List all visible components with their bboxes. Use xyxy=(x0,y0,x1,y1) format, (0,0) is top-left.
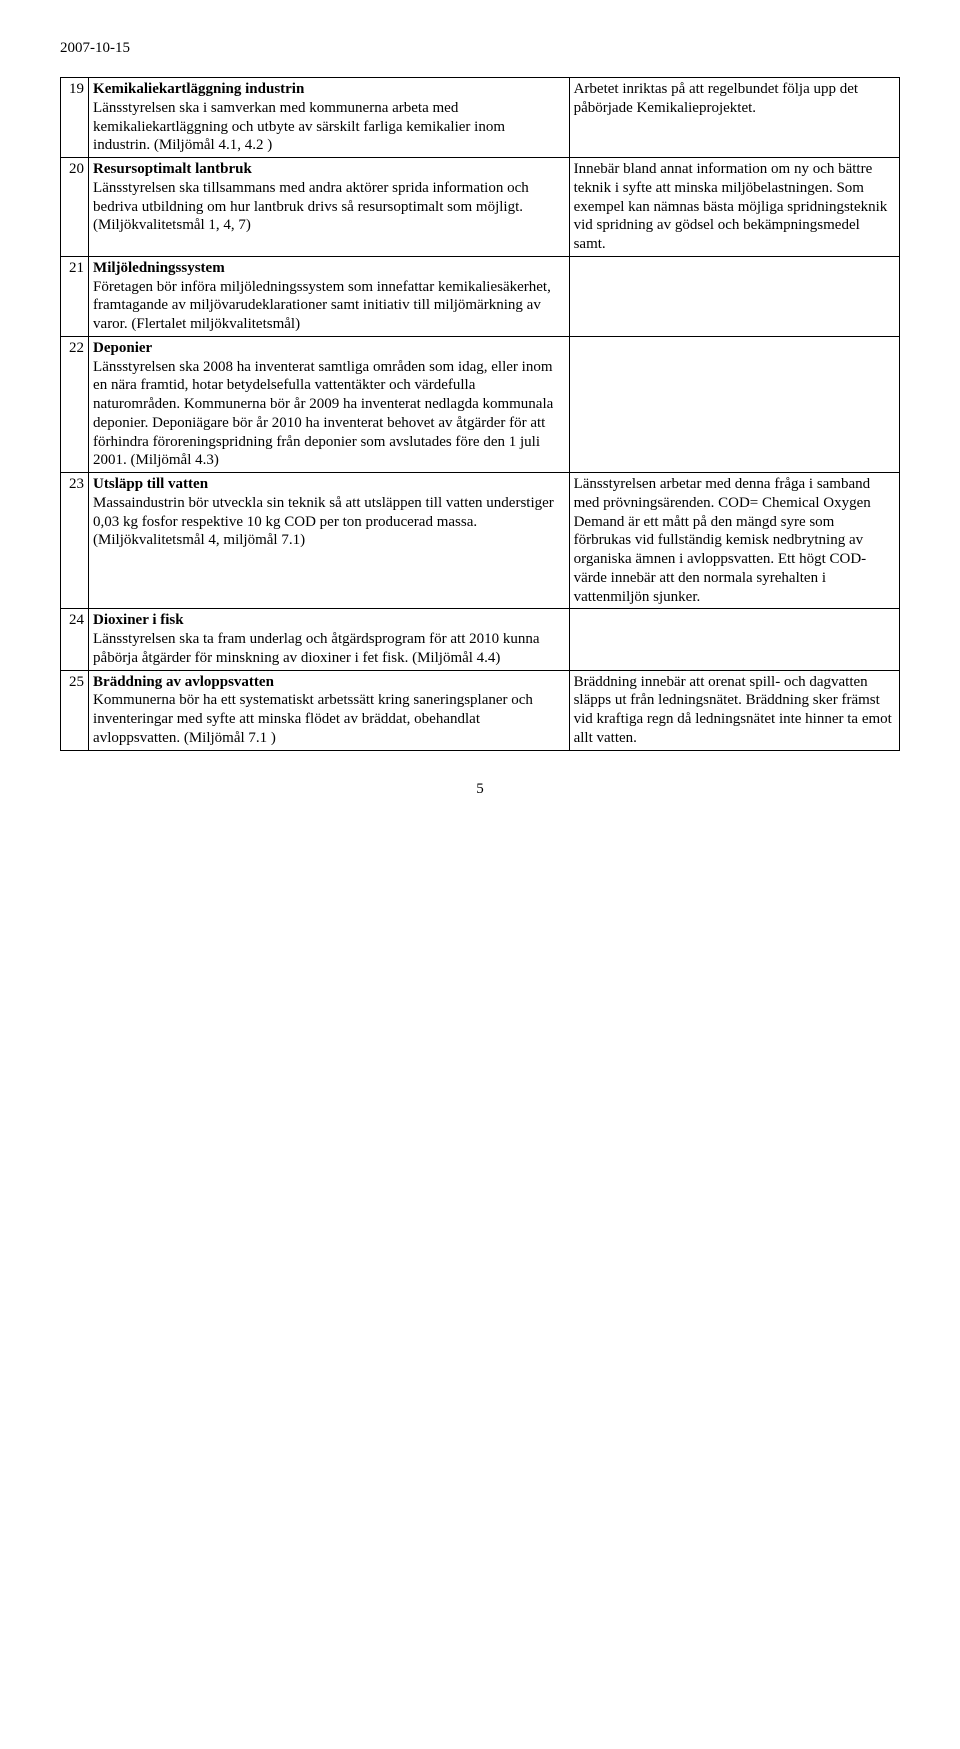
row-body: Kommunerna bör ha ett systematiskt arbet… xyxy=(93,692,533,746)
row-side: Bräddning innebär att orenat spill- och … xyxy=(569,670,899,750)
row-title: Kemikaliekartläggning industrin xyxy=(93,81,304,97)
row-main: Utsläpp till vatten Massaindustrin bör ut… xyxy=(89,473,570,609)
row-number: 25 xyxy=(61,670,89,750)
row-title: Miljöledningssystem xyxy=(93,260,225,276)
row-number: 22 xyxy=(61,336,89,472)
table-row: 20Resursoptimalt lantbruk Länsstyrelsen s… xyxy=(61,158,900,257)
table-row: 19Kemikaliekartläggning industrin Länssty… xyxy=(61,78,900,158)
row-body: Länsstyrelsen ska ta fram underlag och å… xyxy=(93,631,540,666)
row-body: Massaindustrin bör utveckla sin teknik s… xyxy=(93,495,554,549)
row-side xyxy=(569,609,899,670)
row-title: Resursoptimalt lantbruk xyxy=(93,161,252,177)
row-side xyxy=(569,256,899,336)
row-body: Länsstyrelsen ska tillsammans med andra … xyxy=(93,180,529,234)
row-side: Innebär bland annat information om ny oc… xyxy=(569,158,899,257)
row-title: Dioxiner i fisk xyxy=(93,612,184,628)
row-side: Länsstyrelsen arbetar med denna fråga i … xyxy=(569,473,899,609)
row-number: 19 xyxy=(61,78,89,158)
row-number: 20 xyxy=(61,158,89,257)
row-main: Deponier Länsstyrelsen ska 2008 ha invent… xyxy=(89,336,570,472)
row-main: Miljöledningssystem Företagen bör införa … xyxy=(89,256,570,336)
table-row: 21Miljöledningssystem Företagen bör inför… xyxy=(61,256,900,336)
row-title: Deponier xyxy=(93,340,152,356)
row-title: Utsläpp till vatten xyxy=(93,476,208,492)
row-body: Länsstyrelsen ska 2008 ha inventerat sam… xyxy=(93,359,553,469)
row-side: Arbetet inriktas på att regelbundet följ… xyxy=(569,78,899,158)
measures-table: 19Kemikaliekartläggning industrin Länssty… xyxy=(60,77,900,751)
row-title: Bräddning av avloppsvatten xyxy=(93,674,274,690)
row-number: 21 xyxy=(61,256,89,336)
row-number: 24 xyxy=(61,609,89,670)
row-body: Länsstyrelsen ska i samverkan med kommun… xyxy=(93,100,505,154)
row-side xyxy=(569,336,899,472)
page-number: 5 xyxy=(60,781,900,798)
row-main: Resursoptimalt lantbruk Länsstyrelsen ska… xyxy=(89,158,570,257)
table-row: 25Bräddning av avloppsvatten Kommunerna b… xyxy=(61,670,900,750)
row-body: Företagen bör införa miljöledningssystem… xyxy=(93,279,551,333)
row-main: Kemikaliekartläggning industrin Länsstyre… xyxy=(89,78,570,158)
table-row: 23Utsläpp till vatten Massaindustrin bör … xyxy=(61,473,900,609)
row-number: 23 xyxy=(61,473,89,609)
document-date: 2007-10-15 xyxy=(60,40,900,57)
table-row: 22Deponier Länsstyrelsen ska 2008 ha inve… xyxy=(61,336,900,472)
row-main: Dioxiner i fisk Länsstyrelsen ska ta fram… xyxy=(89,609,570,670)
row-main: Bräddning av avloppsvatten Kommunerna bör… xyxy=(89,670,570,750)
table-row: 24Dioxiner i fisk Länsstyrelsen ska ta fr… xyxy=(61,609,900,670)
